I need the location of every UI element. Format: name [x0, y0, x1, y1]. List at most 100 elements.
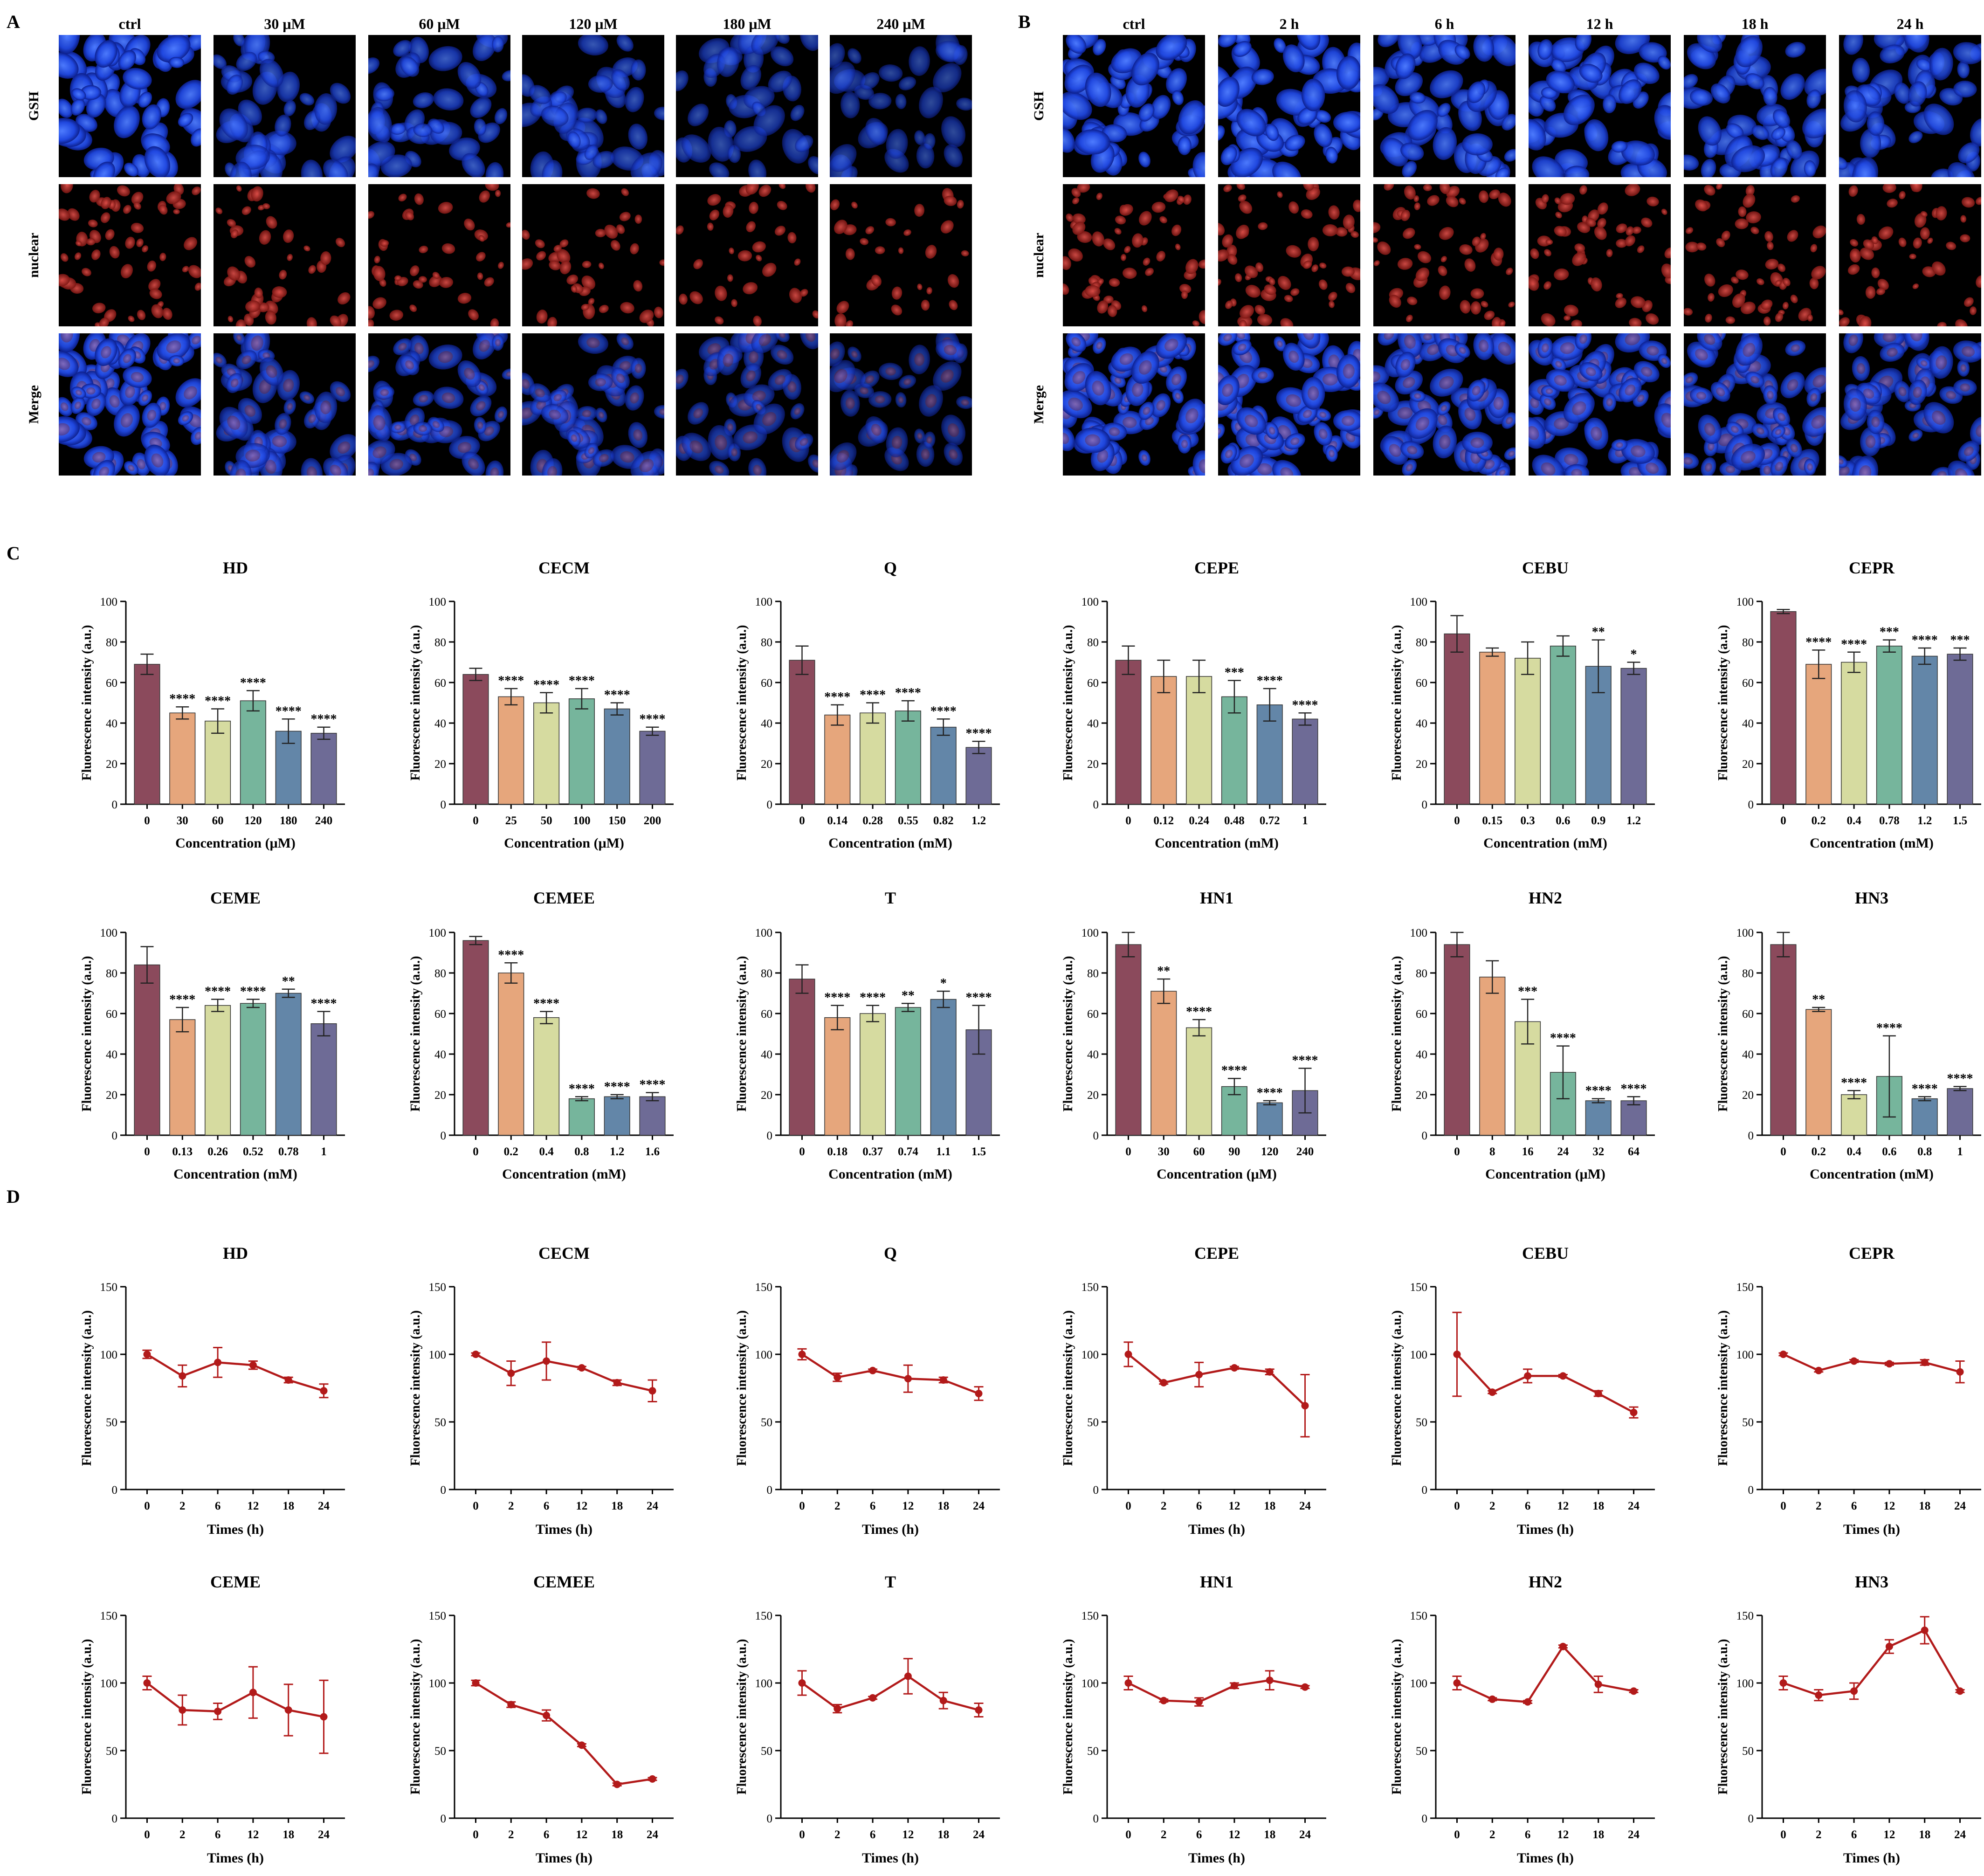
nucleus-blob [787, 232, 797, 243]
bar [930, 726, 957, 805]
nucleus-blob [1863, 388, 1874, 399]
nucleus-blob [147, 260, 157, 272]
x-axis-label: Concentration (μM) [1485, 1166, 1605, 1182]
nucleus-blob [1085, 434, 1101, 447]
x-tick-label: 6 [1196, 1500, 1202, 1512]
nucleus-blob [338, 292, 351, 305]
nucleus-blob [1530, 248, 1539, 259]
x-tick-label: 18 [1592, 1500, 1604, 1512]
nucleus-blob [1107, 305, 1117, 317]
nucleus-blob [1849, 248, 1861, 263]
y-axis-label: Fluorescence intensity (a.u.) [408, 1639, 423, 1795]
data-point [507, 1369, 515, 1377]
nucleus-blob [707, 194, 721, 206]
cell-blob [1504, 149, 1516, 162]
nucleus-blob [1646, 313, 1659, 325]
nucleus-blob [320, 400, 331, 414]
nucleus-blob [128, 316, 135, 322]
nucleus-blob [1750, 227, 1759, 234]
nucleus-blob [1564, 454, 1579, 466]
cell-blob [1063, 127, 1075, 153]
nucleus-blob [100, 212, 110, 223]
nucleus-blob [1109, 427, 1120, 436]
nucleus-blob [1545, 239, 1553, 245]
y-tick-label: 60 [434, 1008, 446, 1021]
chart-title: CEPR [1849, 559, 1895, 577]
nucleus-blob [1472, 236, 1481, 247]
cell-blob [275, 114, 291, 137]
cell-blob [1731, 145, 1765, 172]
nucleus-blob [1179, 284, 1192, 294]
cell-blob [169, 57, 185, 68]
nucleus-blob [1480, 233, 1486, 240]
cell-blob [1325, 146, 1338, 164]
nucleus-blob [731, 299, 737, 307]
x-tick-label: 24 [1628, 1828, 1640, 1841]
series-line [801, 1353, 979, 1395]
nucleus-blob [1571, 469, 1583, 476]
nucleus-blob [1222, 383, 1233, 397]
nucleus-blob [595, 378, 606, 386]
data-point [869, 1366, 877, 1374]
cell-blob [301, 159, 323, 177]
nucleus-blob [1732, 293, 1745, 308]
cell-blob [1970, 118, 1981, 147]
nucleus-blob [851, 351, 858, 358]
nucleus-blob [1960, 234, 1970, 242]
x-tick-label: 50 [541, 814, 552, 827]
nucleus-blob [1097, 300, 1109, 314]
y-axis-label: Fluorescence intensity (a.u.) [1061, 956, 1075, 1112]
nucleus-blob [283, 379, 294, 392]
row-label: GSH [1031, 91, 1047, 121]
nucleus-blob [689, 440, 703, 454]
cell-blob [1462, 133, 1493, 156]
series-line [1456, 1353, 1634, 1414]
chart-title: HN1 [1200, 889, 1233, 907]
x-tick-label: 2 [1816, 1828, 1822, 1841]
y-tick-label: 50 [1742, 1745, 1754, 1758]
nucleus-blob [553, 245, 562, 252]
nucleus-blob [1132, 382, 1144, 397]
cell-blob [1658, 55, 1671, 70]
nucleus-blob [59, 423, 70, 436]
y-axis-label: Fluorescence intensity (a.u.) [80, 625, 94, 781]
x-tick-label: 18 [1919, 1500, 1930, 1512]
data-point [834, 1373, 841, 1381]
cell-blob [1931, 168, 1953, 177]
data-point [472, 1679, 480, 1687]
nucleus-blob [1198, 259, 1205, 269]
cell-blob [142, 104, 161, 130]
micrograph-tile [830, 333, 972, 476]
x-tick-label: 1.1 [936, 1145, 951, 1158]
nucleus-blob [1564, 304, 1579, 317]
bar [639, 731, 666, 805]
y-tick-label: 100 [1410, 927, 1428, 939]
chart-title: CEME [210, 889, 261, 907]
nucleus-blob [746, 370, 756, 382]
y-tick-label: 20 [1087, 1089, 1099, 1102]
nucleus-blob [1545, 388, 1553, 394]
x-tick-label: 24 [973, 1500, 985, 1512]
nucleus-blob [1637, 245, 1645, 253]
cell-blob [1274, 38, 1286, 53]
y-tick-label: 0 [441, 1130, 447, 1142]
cell-blob [1923, 103, 1954, 135]
panel-letter-c: C [7, 543, 20, 564]
y-tick-label: 0 [1422, 1484, 1428, 1497]
y-tick-label: 150 [100, 1610, 118, 1622]
nucleus-blob [227, 316, 234, 323]
x-tick-label: 2 [834, 1500, 840, 1512]
nucleus-blob [394, 275, 402, 281]
cell-blob [1236, 109, 1266, 137]
y-tick-label: 60 [761, 677, 772, 690]
cell-blob [630, 152, 663, 177]
nucleus-blob [582, 261, 592, 268]
nucleus-blob [588, 447, 595, 454]
nucleus-blob [1481, 301, 1488, 308]
nucleus-blob [885, 218, 896, 227]
nucleus-blob [287, 254, 293, 261]
nucleus-blob [1807, 463, 1813, 471]
nucleus-blob [306, 466, 317, 476]
significance-marker: **** [533, 678, 559, 692]
cell-blob [1786, 140, 1802, 159]
